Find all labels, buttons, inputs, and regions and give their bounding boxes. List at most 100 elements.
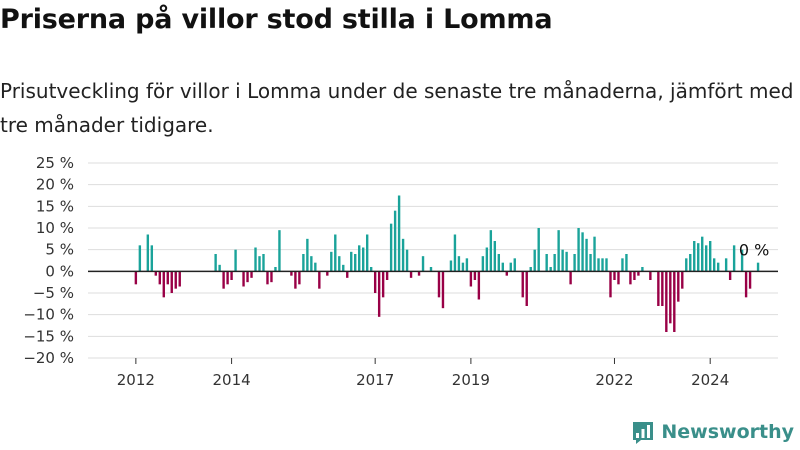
bar (262, 254, 265, 272)
bar (681, 271, 684, 289)
bar (557, 230, 560, 272)
bar (358, 245, 361, 272)
bar (709, 241, 712, 272)
bar (150, 245, 154, 272)
bar (166, 271, 169, 285)
bar (397, 195, 401, 272)
bar (485, 247, 489, 272)
bar (154, 271, 157, 276)
bar (661, 271, 664, 306)
bar (258, 256, 261, 272)
bar (705, 245, 708, 272)
bar (158, 271, 161, 285)
bar (697, 243, 700, 272)
gridlines (88, 162, 778, 359)
y-tick-label: 25 % (36, 154, 74, 172)
bar (489, 230, 493, 272)
bar (501, 262, 504, 272)
bar (629, 271, 632, 285)
bar (290, 271, 293, 276)
bar (724, 258, 728, 272)
x-tick-label: 2017 (356, 371, 394, 389)
bar (617, 271, 620, 285)
bar (138, 245, 142, 272)
bar (246, 271, 249, 283)
bar (393, 210, 397, 272)
bar (621, 258, 624, 272)
bar (369, 267, 373, 272)
bar (693, 241, 696, 272)
bar (748, 271, 752, 289)
bar (581, 232, 584, 272)
bar (573, 254, 576, 272)
bar-chart: 25 % 20 % 15 % 10 % 5 % 0 % −5 % −10 % −15 % −20 … (23, 154, 778, 389)
bar (728, 271, 732, 280)
bar (553, 254, 556, 272)
bar (673, 271, 676, 332)
bar (449, 260, 453, 272)
bar (162, 271, 165, 298)
bar (605, 258, 608, 272)
y-tick-label: 10 % (36, 219, 74, 237)
bar (625, 254, 628, 272)
bar (549, 267, 552, 272)
bar (437, 271, 441, 298)
bar (230, 271, 233, 280)
newsworthy-logo-icon (633, 422, 654, 444)
bar (365, 234, 369, 272)
bar (274, 267, 277, 272)
bar (481, 256, 485, 272)
bar (665, 271, 668, 332)
bar (234, 249, 237, 272)
bar (338, 256, 341, 272)
bar (649, 271, 652, 280)
bar (409, 271, 413, 278)
bar (318, 271, 321, 289)
bar (585, 238, 588, 272)
last-value-annotation: 0 % (739, 240, 769, 259)
bar (250, 271, 253, 278)
brand-logo: Newsworthy (631, 420, 794, 444)
bar (513, 258, 516, 272)
bar (310, 256, 313, 272)
x-tick-label: 2019 (452, 371, 490, 389)
bar (389, 223, 393, 272)
bar (589, 254, 592, 272)
bar (473, 271, 477, 280)
bar (326, 271, 329, 276)
bar (457, 256, 461, 272)
bar (756, 262, 760, 272)
bar (405, 249, 409, 272)
bar (266, 271, 269, 285)
y-tick-label: 5 % (45, 241, 74, 259)
bar (134, 271, 138, 285)
bar (174, 271, 177, 289)
bar (613, 271, 616, 280)
bar (330, 251, 333, 272)
bar (509, 262, 512, 272)
bar (373, 271, 377, 293)
bar (298, 271, 301, 285)
y-tick-label: −10 % (23, 306, 74, 324)
bar (178, 271, 181, 287)
bar (744, 271, 748, 298)
bar (346, 271, 349, 278)
page-title: Priserna på villor stod stilla i Lomma (0, 4, 553, 35)
bar (302, 254, 305, 272)
bar (521, 271, 524, 298)
bar (712, 258, 716, 272)
x-axis-labels: 2012 2014 2017 2019 2022 2024 (117, 371, 730, 389)
y-axis-labels: 25 % 20 % 15 % 10 % 5 % 0 % −5 % −10 % −15 % −20 … (23, 154, 74, 367)
bar (385, 271, 389, 280)
bar (497, 254, 501, 272)
y-tick-label: 20 % (36, 176, 74, 194)
bar (362, 247, 365, 272)
y-tick-label: −15 % (23, 327, 74, 345)
bar (609, 271, 612, 298)
bar (493, 241, 497, 272)
bar (342, 264, 345, 272)
bar (306, 238, 309, 272)
bar (278, 230, 281, 272)
bar (669, 271, 672, 324)
bar (381, 271, 385, 298)
